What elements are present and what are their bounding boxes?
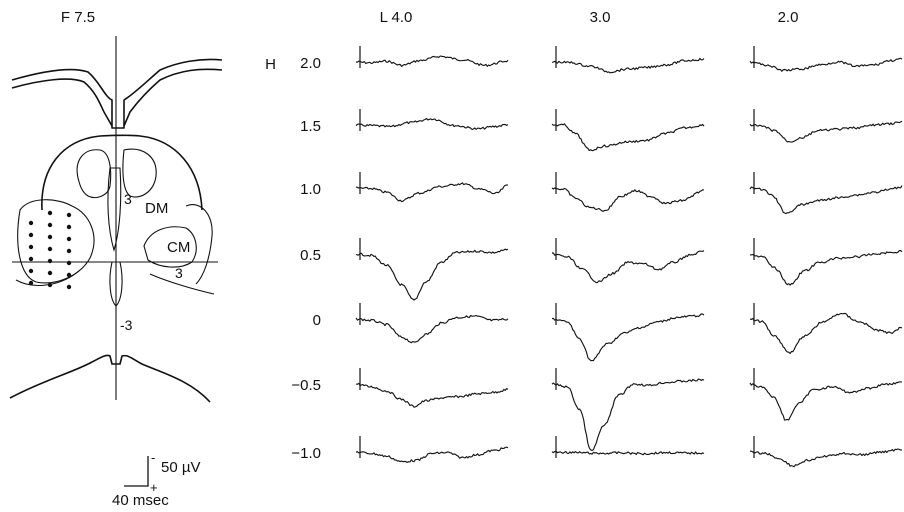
column-header: 2.0	[778, 9, 799, 26]
brainstem-outline	[9, 354, 211, 403]
h-row-label: −1.0	[291, 445, 321, 462]
lateral-nucleus-left	[17, 199, 95, 284]
evoked-trace	[355, 55, 509, 67]
h-axis-prefix: H	[265, 56, 276, 73]
cm-nucleus	[143, 226, 197, 268]
electrode-dot	[66, 224, 72, 230]
evoked-trace	[355, 382, 509, 408]
electrode-dot	[47, 234, 53, 240]
evoked-trace	[749, 185, 903, 215]
h-row-label: 1.5	[300, 118, 321, 135]
scale-bar-plus: +	[150, 480, 158, 495]
electrode-dot	[28, 256, 34, 262]
label-3-upper: 3	[124, 191, 132, 207]
h-row-label: −0.5	[291, 377, 321, 394]
evoked-trace	[749, 57, 903, 72]
h-axis-labels: H 2.0 1.5 1.0 0.5 0 −0.5 −1.0	[265, 55, 321, 462]
h-row-label: 0.5	[300, 247, 321, 264]
scale-bar-minus: -	[151, 450, 155, 465]
electrode-dot	[28, 280, 34, 286]
dm-nucleus-left	[76, 149, 112, 199]
electrode-track-dots	[28, 210, 72, 290]
electrode-dot	[28, 232, 34, 238]
electrode-dot	[66, 212, 72, 218]
label-3-right: 3	[175, 265, 183, 281]
evoked-trace	[749, 448, 902, 468]
column-headers: L 4.0 3.0 2.0	[380, 9, 799, 26]
electrode-dot	[66, 236, 72, 242]
electrode-dot	[66, 284, 72, 290]
evoked-trace	[552, 313, 705, 362]
evoked-trace	[551, 123, 705, 152]
label-minus-3: -3	[120, 317, 133, 333]
evoked-trace	[355, 446, 509, 463]
label-dm: DM	[145, 200, 168, 217]
electrode-dot	[66, 248, 72, 254]
electrode-dot	[47, 270, 53, 276]
label-cm: CM	[167, 239, 190, 256]
h-row-label: 0	[313, 312, 321, 329]
scale-bar-amplitude: 50 µV	[161, 459, 201, 476]
lower-outline-right	[149, 273, 215, 295]
atlas-panel-title: F 7.5	[61, 9, 95, 26]
electrode-dot	[47, 282, 53, 288]
evoked-trace	[551, 57, 705, 74]
evoked-trace	[551, 450, 705, 456]
evoked-trace	[551, 187, 705, 212]
scale-bar-time: 40 msec	[112, 492, 169, 509]
scale-bar: - + 50 µV 40 msec	[112, 450, 201, 509]
electrode-dot	[28, 244, 34, 250]
electrode-dot	[66, 272, 72, 278]
evoked-trace	[355, 248, 509, 301]
evoked-trace	[749, 250, 903, 286]
electrode-dot	[47, 246, 53, 252]
electrode-dot	[28, 220, 34, 226]
evoked-trace	[355, 182, 509, 203]
evoked-trace	[749, 381, 903, 421]
ventricle	[107, 167, 122, 252]
evoked-trace	[749, 312, 903, 355]
atlas-panel: F 7.5	[9, 9, 223, 509]
h-row-label: 2.0	[300, 55, 321, 72]
electrode-dot	[47, 210, 53, 216]
evoked-traces	[355, 46, 903, 468]
evoked-trace	[552, 250, 705, 284]
h-row-label: 1.0	[300, 181, 321, 198]
scale-bar-lines	[124, 456, 149, 487]
brain-top-outline	[11, 58, 223, 129]
electrode-dot	[28, 268, 34, 274]
evoked-trace	[749, 120, 903, 143]
column-header: L 4.0	[380, 9, 413, 26]
dm-nucleus-right	[122, 148, 157, 198]
evoked-trace	[551, 378, 705, 451]
column-header: 3.0	[590, 9, 611, 26]
thalamus-outline	[41, 134, 203, 211]
evoked-trace	[355, 117, 509, 131]
electrode-dot	[47, 222, 53, 228]
evoked-trace	[355, 314, 509, 344]
lateral-nucleus-right	[185, 204, 213, 285]
